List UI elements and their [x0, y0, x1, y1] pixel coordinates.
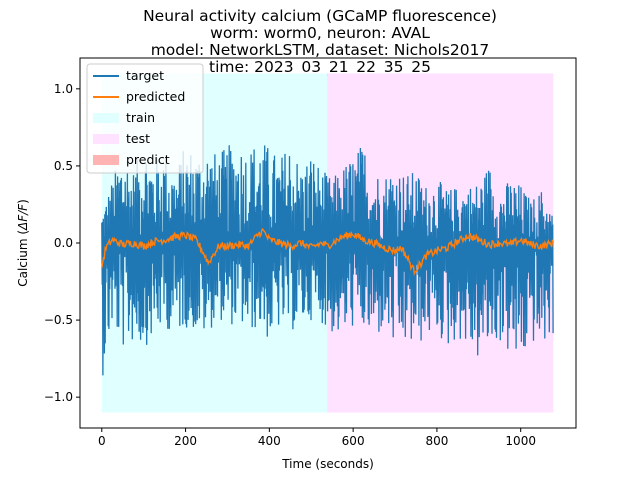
legend-label-predict: predict: [126, 152, 170, 167]
legend-label-train: train: [126, 110, 155, 125]
x-axis-label: Time (seconds): [281, 457, 374, 471]
legend-label-predicted: predicted: [126, 89, 185, 104]
chart-title-line-2: worm: worm0, neuron: AVAL: [210, 24, 430, 42]
y-tick-label: −0.5: [44, 313, 73, 327]
y-axis-label: Calcium (ΔF/F): [16, 199, 30, 287]
x-tick-label: 0: [98, 434, 106, 448]
x-tick-label: 600: [342, 434, 365, 448]
x-tick-label: 400: [258, 434, 281, 448]
legend: target predicted train test predict: [86, 63, 204, 174]
legend-label-test: test: [126, 131, 150, 146]
legend-swatch-predict: [93, 155, 119, 165]
series-target-line: [101, 145, 554, 376]
y-tick-label: 0.5: [54, 159, 73, 173]
y-tick-label: −1.0: [44, 390, 73, 404]
chart-title-line-4: time: 2023_03_21_22_35_25: [209, 58, 431, 76]
series-predicted-line: [101, 227, 555, 277]
chart-title-line-1: Neural activity calcium (GCaMP fluoresce…: [143, 7, 497, 25]
legend-label-target: target: [126, 68, 164, 83]
x-tick-label: 1000: [505, 434, 536, 448]
legend-swatch-train: [93, 113, 119, 123]
x-tick-label: 800: [425, 434, 448, 448]
x-tick-label: 200: [174, 434, 197, 448]
chart-title-line-3: model: NetworkLSTM, dataset: Nichols2017: [150, 41, 490, 59]
legend-box: [86, 63, 204, 174]
y-tick-label: 1.0: [54, 82, 73, 96]
y-tick-label: 0.0: [54, 236, 73, 250]
legend-swatch-test: [93, 134, 119, 144]
